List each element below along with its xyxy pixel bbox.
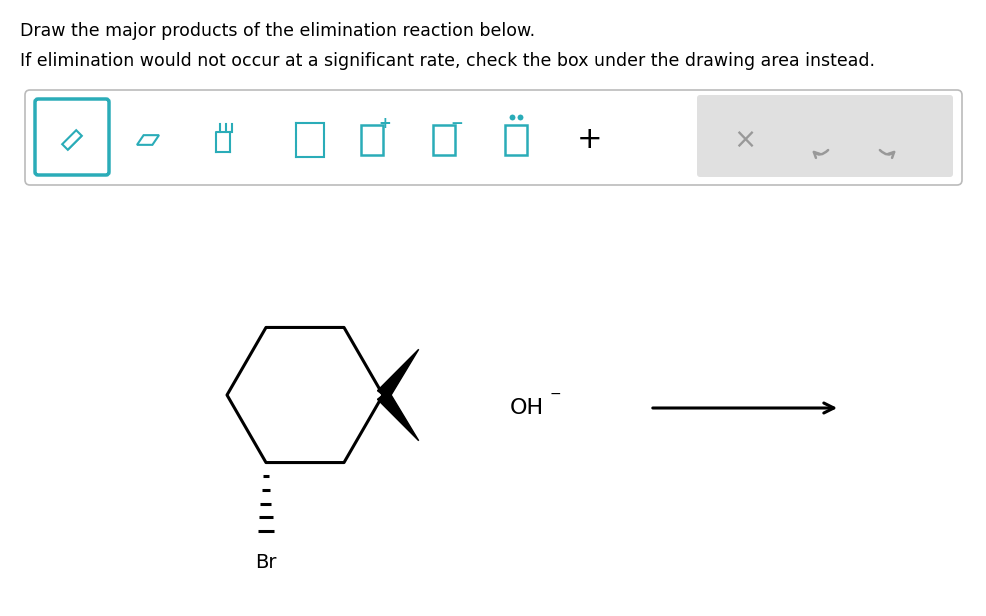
Polygon shape xyxy=(377,391,418,440)
Polygon shape xyxy=(377,349,418,399)
FancyBboxPatch shape xyxy=(505,125,527,155)
FancyBboxPatch shape xyxy=(35,99,108,175)
Text: −: − xyxy=(451,116,462,131)
FancyBboxPatch shape xyxy=(361,125,383,155)
FancyBboxPatch shape xyxy=(696,95,952,177)
FancyBboxPatch shape xyxy=(25,90,961,185)
Text: If elimination would not occur at a significant rate, check the box under the dr: If elimination would not occur at a sign… xyxy=(20,52,875,70)
Polygon shape xyxy=(62,130,82,150)
Polygon shape xyxy=(68,136,82,150)
Text: +: + xyxy=(379,116,391,131)
Polygon shape xyxy=(137,135,159,145)
Text: −: − xyxy=(549,387,561,401)
Text: +: + xyxy=(577,126,602,155)
FancyBboxPatch shape xyxy=(433,125,455,155)
Text: Draw the major products of the elimination reaction below.: Draw the major products of the eliminati… xyxy=(20,22,534,40)
Text: Br: Br xyxy=(255,553,276,572)
Text: OH: OH xyxy=(510,398,543,418)
Text: ×: × xyxy=(733,126,756,154)
